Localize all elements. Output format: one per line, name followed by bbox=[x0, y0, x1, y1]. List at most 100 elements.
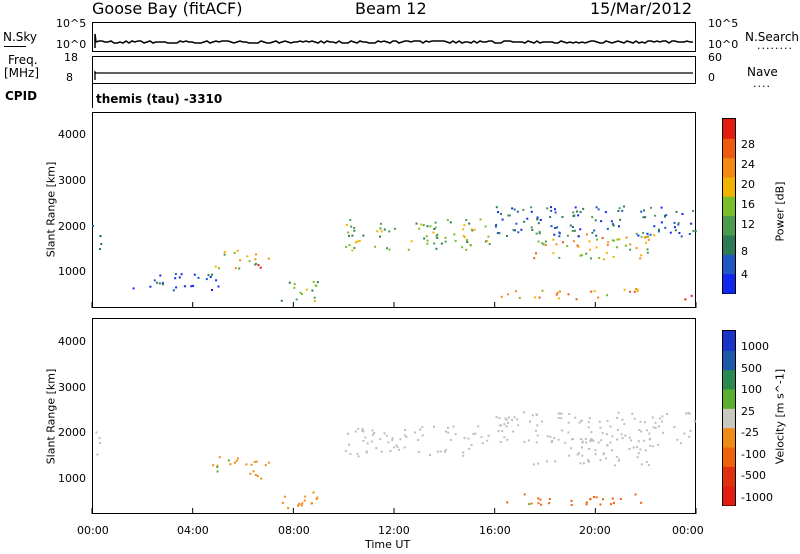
velocity-cell bbox=[606, 444, 609, 446]
power-cell bbox=[426, 239, 429, 242]
power-cell bbox=[466, 239, 468, 241]
velocity-cell bbox=[497, 430, 500, 433]
power-cell bbox=[468, 222, 471, 225]
power-cell bbox=[640, 254, 643, 257]
velocity-cell bbox=[523, 493, 526, 496]
velocity-cell bbox=[505, 418, 508, 421]
power-cell bbox=[665, 214, 668, 217]
velocity-cell bbox=[676, 438, 679, 441]
power-cell bbox=[555, 243, 558, 246]
velocity-cell bbox=[535, 441, 538, 444]
nsky-tick-top: 10^5 bbox=[56, 17, 87, 30]
velocity-cell bbox=[536, 434, 539, 437]
velocity-cell bbox=[301, 502, 304, 505]
velocity-cell bbox=[632, 446, 635, 449]
power-cell bbox=[254, 258, 257, 261]
velocity-cell bbox=[648, 438, 651, 441]
velocity-cell bbox=[537, 462, 540, 465]
power-cell bbox=[597, 296, 600, 299]
power-cell bbox=[511, 207, 514, 210]
power-cell bbox=[159, 274, 162, 277]
velocity-cell bbox=[640, 430, 643, 433]
power-cell bbox=[589, 248, 592, 251]
power-ytick: 3000 bbox=[58, 174, 86, 187]
velocity-colorbar-segment bbox=[723, 389, 735, 409]
velocity-cb-tick: 100 bbox=[741, 383, 762, 396]
velocity-cell bbox=[429, 454, 431, 456]
velocity-cell bbox=[234, 461, 236, 464]
power-cell bbox=[694, 230, 697, 233]
power-cell bbox=[436, 236, 439, 239]
power-cell bbox=[653, 225, 656, 228]
velocity-cell bbox=[391, 437, 394, 440]
power-cell bbox=[644, 216, 647, 219]
power-cell bbox=[484, 240, 487, 243]
velocity-cell bbox=[354, 430, 357, 433]
power-cell bbox=[432, 231, 435, 234]
xtick: 20:00 bbox=[579, 524, 611, 537]
power-cell bbox=[418, 227, 421, 230]
velocity-cell bbox=[540, 503, 543, 506]
power-cell bbox=[639, 257, 642, 260]
power-cell bbox=[508, 214, 511, 217]
velocity-cell bbox=[403, 446, 406, 449]
velocity-cell bbox=[652, 445, 655, 448]
velocity-cell bbox=[567, 421, 570, 424]
velocity-cell bbox=[568, 412, 571, 415]
power-cell bbox=[594, 219, 597, 222]
power-cell bbox=[465, 248, 468, 251]
velocity-cell bbox=[536, 424, 539, 427]
power-cell bbox=[558, 256, 561, 259]
velocity-cell bbox=[623, 423, 626, 425]
velocity-cell bbox=[303, 499, 306, 502]
velocity-cell bbox=[559, 412, 562, 415]
velocity-cell bbox=[654, 426, 657, 429]
velocity-cell bbox=[602, 453, 605, 456]
velocity-cb-tick: 1000 bbox=[741, 340, 769, 353]
velocity-cell bbox=[356, 452, 359, 455]
power-cell bbox=[353, 229, 356, 232]
power-cell bbox=[500, 295, 503, 298]
power-cell bbox=[612, 255, 615, 258]
power-cell bbox=[496, 232, 499, 234]
power-colorbar-segment bbox=[723, 177, 735, 197]
power-cell bbox=[156, 281, 158, 284]
velocity-cell bbox=[264, 464, 267, 467]
velocity-cell bbox=[689, 429, 692, 432]
velocity-colorbar-segment bbox=[723, 331, 735, 351]
velocity-cell bbox=[362, 440, 365, 442]
power-cell bbox=[512, 229, 515, 232]
nsearch-tick-bottom: 10^0 bbox=[708, 38, 739, 51]
nsearch-label: N.Search bbox=[745, 30, 800, 44]
power-cell bbox=[495, 206, 498, 209]
xtick: 00:00 bbox=[672, 524, 704, 537]
power-cell bbox=[595, 206, 598, 209]
velocity-cell bbox=[316, 496, 319, 499]
power-cell bbox=[616, 246, 618, 249]
power-cell bbox=[633, 290, 636, 293]
power-cell bbox=[376, 230, 379, 233]
velocity-cell bbox=[637, 452, 640, 455]
power-cell bbox=[552, 238, 555, 241]
velocity-cell bbox=[652, 426, 655, 429]
power-cell bbox=[576, 244, 579, 247]
velocity-cell bbox=[615, 456, 618, 458]
power-cell bbox=[625, 236, 628, 239]
power-cell bbox=[579, 211, 582, 214]
power-cell bbox=[506, 234, 508, 237]
velocity-cell bbox=[516, 418, 519, 421]
power-cell bbox=[515, 222, 518, 225]
velocity-cell bbox=[631, 412, 634, 415]
velocity-cell bbox=[315, 498, 318, 500]
power-cell bbox=[636, 290, 639, 292]
power-cell bbox=[180, 273, 183, 276]
power-cell bbox=[522, 208, 525, 211]
velocity-cell bbox=[557, 417, 560, 419]
power-cell bbox=[495, 223, 498, 226]
xtick: 08:00 bbox=[278, 524, 310, 537]
velocity-cell bbox=[364, 436, 367, 439]
power-cell bbox=[607, 241, 610, 244]
power-cell bbox=[574, 206, 577, 209]
velocity-cell bbox=[447, 431, 450, 434]
power-cell bbox=[174, 277, 177, 280]
